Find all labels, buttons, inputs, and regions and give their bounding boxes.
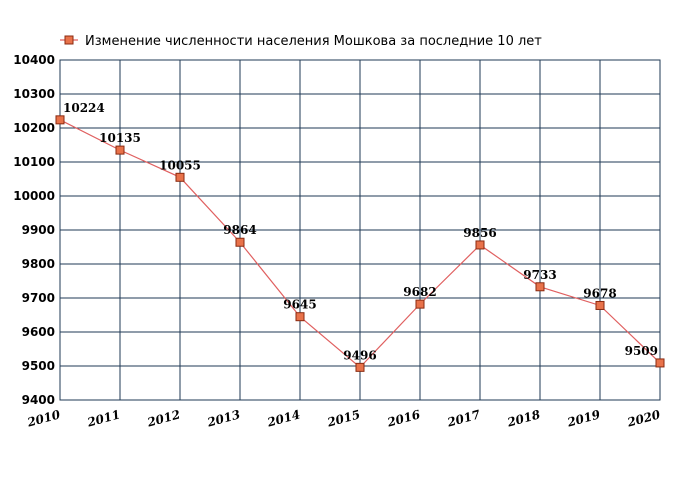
y-tick-label: 10300: [13, 87, 55, 101]
data-label: 9864: [223, 223, 256, 237]
x-tick-label: 2012: [145, 407, 182, 429]
data-point-marker: [55, 115, 65, 125]
data-label: 9682: [403, 285, 436, 299]
gridlines: [59, 59, 661, 401]
data-point-marker: [595, 300, 605, 310]
y-tick-label: 9700: [22, 291, 55, 305]
y-tick-label: 9900: [22, 223, 55, 237]
data-label: 10224: [63, 101, 105, 115]
data-point-marker: [295, 312, 305, 322]
data-label: 9645: [283, 298, 316, 312]
data-label: 9496: [343, 348, 376, 362]
x-tick-label: 2017: [445, 407, 482, 430]
data-label: 10055: [159, 158, 201, 172]
y-tick-label: 10000: [13, 189, 55, 203]
data-label: 9856: [463, 226, 496, 240]
x-tick-label: 2020: [625, 407, 662, 430]
y-tick-label: 10200: [13, 121, 55, 135]
data-point-marker: [415, 299, 425, 309]
data-point-marker: [235, 237, 245, 247]
y-tick-label: 9600: [22, 325, 55, 339]
x-tick-label: 2014: [265, 407, 302, 429]
y-axis-ticks: 9400 9500 9600 9700 9800 9900 10000 10100 10200 1…: [13, 53, 55, 407]
data-point-marker: [535, 282, 545, 292]
x-tick-label: 2013: [205, 407, 242, 429]
data-label: 9733: [523, 268, 556, 282]
y-tick-label: 9400: [22, 393, 55, 407]
x-axis-ticks: 2010 2011 2012 2013 2014 2015 2016 2017 2018 2019…: [25, 407, 662, 430]
x-tick-label: 2015: [325, 407, 362, 429]
x-tick-label: 2011: [85, 407, 122, 429]
y-tick-label: 10100: [13, 155, 55, 169]
data-label: 9678: [583, 286, 616, 300]
x-tick-label: 2019: [565, 407, 602, 430]
data-label: 10135: [99, 131, 141, 145]
x-tick-label: 2010: [25, 407, 62, 430]
legend-marker-sample: [64, 35, 74, 45]
x-tick-label: 2016: [385, 407, 422, 430]
data-point-marker: [115, 145, 125, 155]
data-point-marker: [175, 172, 185, 182]
data-point-marker: [475, 240, 485, 250]
series-line: [55, 115, 665, 372]
data-point-marker: [355, 362, 365, 372]
y-tick-label: 9800: [22, 257, 55, 271]
y-tick-label: 9500: [22, 359, 55, 373]
y-tick-label: 10400: [13, 53, 55, 67]
legend: Изменение численности населения Мошкова …: [60, 34, 542, 49]
data-labels: 10224 10135 10055 9864 9645 9496 9682 9856 9733 9…: [63, 101, 658, 363]
legend-label: Изменение численности населения Мошкова …: [85, 34, 542, 49]
data-point-marker: [655, 358, 665, 368]
data-label: 9509: [625, 344, 658, 358]
x-tick-label: 2018: [505, 407, 542, 430]
